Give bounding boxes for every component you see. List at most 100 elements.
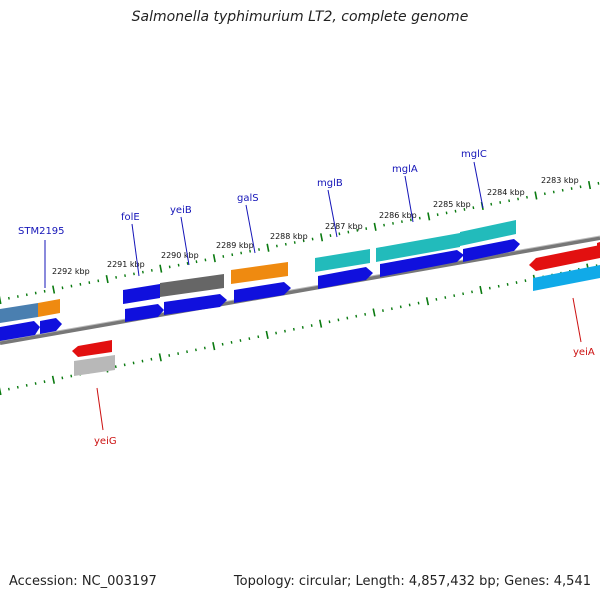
minor-tick xyxy=(435,297,438,301)
gene-yeiG[interactable] xyxy=(74,355,115,376)
major-tick xyxy=(534,191,538,200)
kbp-label: 2291 kbp xyxy=(107,260,145,269)
gene-yeiA[interactable] xyxy=(533,265,600,291)
gene-yeiB[interactable] xyxy=(160,274,224,297)
minor-tick xyxy=(444,296,447,299)
major-tick xyxy=(372,308,376,317)
major-tick xyxy=(0,387,2,396)
kbp-label-group: 2292 kbp 2291 kbp 2290 kbp 2289 kbp 2288… xyxy=(52,176,579,276)
major-tick xyxy=(51,375,56,384)
gene-red-partial[interactable] xyxy=(597,242,600,255)
gene-orange-1[interactable] xyxy=(38,299,60,317)
minor-tick xyxy=(390,307,393,311)
minor-tick xyxy=(7,387,10,391)
gene-label-yeiB: yeiB xyxy=(170,205,192,216)
major-tick xyxy=(425,297,430,306)
major-tick xyxy=(319,233,324,242)
minor-tick xyxy=(471,290,473,294)
kbp-label: 2285 kbp xyxy=(433,200,471,209)
genome-backbone xyxy=(0,236,600,345)
minor-tick xyxy=(61,376,64,380)
gene-yeiG-arrow[interactable] xyxy=(72,340,112,357)
gene-galS[interactable] xyxy=(231,262,288,284)
major-tick xyxy=(158,353,162,362)
gene-arrow[interactable] xyxy=(234,282,291,303)
minor-tick xyxy=(248,337,251,341)
gene-label-mglA: mglA xyxy=(392,164,418,175)
minor-tick xyxy=(408,303,411,307)
major-tick xyxy=(159,264,163,273)
minor-tick xyxy=(34,382,37,385)
gene-arrow[interactable] xyxy=(125,304,164,322)
accession-label: Accession: NC_003197 xyxy=(9,574,157,589)
kbp-label: 2290 kbp xyxy=(161,251,199,260)
minor-tick xyxy=(524,279,527,283)
minor-tick xyxy=(43,380,46,384)
minor-tick xyxy=(186,350,188,354)
minor-tick xyxy=(230,340,233,344)
major-tick xyxy=(427,212,431,221)
minor-tick xyxy=(497,284,500,288)
map-title: Salmonella typhimurium LT2, complete gen… xyxy=(131,9,469,25)
minor-tick xyxy=(488,286,491,290)
gene-arrow[interactable] xyxy=(164,294,227,315)
minor-tick xyxy=(310,324,313,327)
minor-tick xyxy=(301,325,304,329)
major-tick xyxy=(265,330,269,339)
major-tick xyxy=(373,222,377,231)
major-tick xyxy=(587,180,592,190)
scale-ticks-lower xyxy=(0,263,598,396)
gene-arrow[interactable] xyxy=(40,318,62,334)
major-tick xyxy=(52,285,56,294)
minor-tick xyxy=(328,320,331,324)
minor-tick xyxy=(177,352,180,356)
gene-mglB[interactable] xyxy=(315,249,370,272)
kbp-label: 2287 kbp xyxy=(325,222,363,231)
gene-label-mglC: mglC xyxy=(461,149,487,160)
major-tick xyxy=(266,243,270,252)
gene-arrow[interactable] xyxy=(380,250,464,277)
scale-ticks-upper xyxy=(0,180,600,305)
kbp-label: 2284 kbp xyxy=(487,188,525,197)
gene-mglC[interactable] xyxy=(460,220,516,246)
kbp-label: 2286 kbp xyxy=(379,211,417,220)
minor-tick xyxy=(337,318,340,322)
minor-tick xyxy=(114,365,117,369)
minor-tick xyxy=(141,359,144,363)
gene-mglA[interactable] xyxy=(376,233,460,262)
major-tick xyxy=(105,275,109,284)
gene-folE[interactable] xyxy=(123,284,160,304)
minor-tick xyxy=(221,342,224,346)
minor-tick xyxy=(417,301,420,305)
minor-tick xyxy=(70,374,73,378)
minor-tick xyxy=(399,305,402,309)
kbp-label: 2283 kbp xyxy=(541,176,579,185)
gene-label-STM2195: STM2195 xyxy=(18,226,65,237)
minor-tick xyxy=(346,316,349,320)
minor-tick xyxy=(132,361,135,365)
minor-tick xyxy=(257,335,260,339)
major-tick xyxy=(319,319,323,328)
minor-tick xyxy=(25,383,28,387)
forward-genes xyxy=(0,220,520,341)
gene-yeiA-arrow[interactable] xyxy=(529,245,600,271)
major-tick xyxy=(212,342,216,351)
label-leaders xyxy=(44,161,582,431)
minor-tick xyxy=(292,327,295,331)
minor-tick xyxy=(515,281,518,284)
minor-tick xyxy=(506,282,509,286)
minor-tick xyxy=(381,309,384,312)
gene-label-yeiA: yeiA xyxy=(573,347,595,358)
gene-label-yeiG: yeiG xyxy=(94,436,117,447)
major-tick xyxy=(479,285,483,295)
gene-arrow[interactable] xyxy=(463,239,520,262)
kbp-label: 2288 kbp xyxy=(270,232,308,241)
minor-tick xyxy=(168,354,171,357)
gene-label-group: STM2195 folE yeiB galS mglB mglA mglC ye… xyxy=(18,149,595,447)
gene-arrow[interactable] xyxy=(0,321,40,341)
reverse-genes xyxy=(72,242,600,376)
gene-arrow[interactable] xyxy=(318,267,373,289)
minor-tick xyxy=(16,385,19,389)
gene-STM2195[interactable] xyxy=(0,303,38,323)
